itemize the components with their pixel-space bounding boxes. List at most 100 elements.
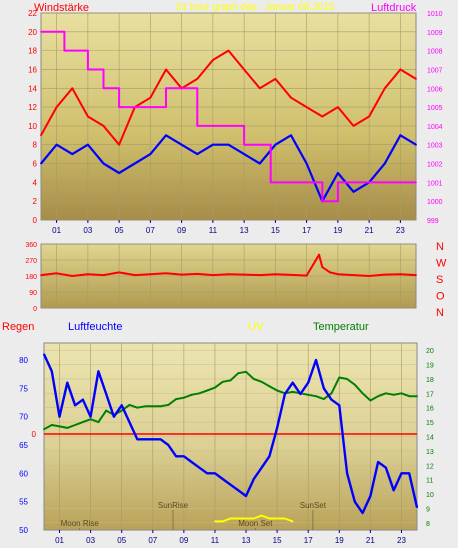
wind-direction-line-point xyxy=(329,271,331,274)
pressure-line-point xyxy=(321,200,324,203)
temperature-y-tick: 11 xyxy=(426,478,433,485)
wind-y-tick: 2 xyxy=(33,197,38,206)
humidity-line-point xyxy=(268,455,271,458)
humidity-line-point xyxy=(330,398,333,401)
temperature-line-point xyxy=(385,392,387,395)
wind-speed-line-point xyxy=(149,96,152,99)
temperature-y-tick: 15 xyxy=(426,420,434,427)
climate-x-tick: 19 xyxy=(335,536,344,543)
wind-y-tick: 20 xyxy=(28,28,37,37)
wind-average-line-point xyxy=(149,153,152,156)
climate-x-ticks: 01 03 05 07 09 11 13 15 17 19 21 23 xyxy=(55,530,406,545)
humidity-line-point xyxy=(385,466,387,469)
wind-speed-line-point xyxy=(258,87,261,90)
chart-title: 24 hour graph day : Januar 08.2015 xyxy=(175,2,334,13)
wind-x-tick: 21 xyxy=(365,226,374,235)
wind-x-tick: 17 xyxy=(302,226,311,235)
wind-speed-line-point xyxy=(102,125,105,127)
humidity-line-point xyxy=(214,472,216,475)
wind-average-line-point xyxy=(305,162,308,165)
wind-average-line-point xyxy=(71,153,74,156)
humidity-line-point xyxy=(159,438,162,441)
temperature-line-point xyxy=(175,398,178,400)
temperature-line-point xyxy=(167,404,170,406)
humidity-y-tick: 65 xyxy=(19,441,28,450)
wind-x-tick: 07 xyxy=(146,226,155,235)
humidity-line-point xyxy=(97,370,100,373)
humidity-line-point xyxy=(66,381,69,384)
climate-x-tick: 07 xyxy=(148,536,157,543)
wind-speed-line-point xyxy=(196,78,199,80)
humidity-line-point xyxy=(221,478,224,480)
humidity-line-point xyxy=(89,415,92,418)
wind-direction-line-point xyxy=(196,273,199,275)
wind-average-line-point xyxy=(133,162,136,165)
direction-y-tick: 0 xyxy=(33,306,37,313)
wind-x-tick: 19 xyxy=(333,226,342,235)
temperature-line-point xyxy=(338,376,341,379)
wind-speed-line-point xyxy=(352,125,355,127)
wind-direction-line-point xyxy=(149,273,152,276)
wind-speed-line-point xyxy=(415,78,417,80)
wind-direction-line-point xyxy=(118,271,120,274)
humidity-line-point xyxy=(175,455,178,458)
humidity-line-point xyxy=(144,438,146,441)
humidity-line-point xyxy=(307,381,310,384)
uv-line-point xyxy=(221,520,224,523)
wind-x-ticks: 01 03 05 07 09 11 13 15 17 19 21 23 xyxy=(52,220,405,235)
pressure-y-tick: 999 xyxy=(427,218,439,225)
temperature-y-tick: 20 xyxy=(426,348,434,355)
humidity-line-point xyxy=(43,353,45,356)
uv-line-point xyxy=(268,517,271,520)
temperature-line-point xyxy=(260,380,263,383)
humidity-line-point xyxy=(120,404,123,407)
wind-direction-line-point xyxy=(368,275,370,277)
humidity-line-point xyxy=(315,359,317,361)
wind-y-tick: 16 xyxy=(28,65,37,74)
humidity-line-point xyxy=(392,489,395,492)
wind-speed-line-point xyxy=(87,115,89,118)
temperature-line-point xyxy=(229,379,232,382)
temperature-line-point xyxy=(214,386,216,389)
humidity-line-point xyxy=(198,466,201,469)
humidity-line-point xyxy=(151,438,154,441)
temperature-line-point xyxy=(307,393,310,396)
temperature-y-tick: 17 xyxy=(426,391,434,398)
wind-speed-line-point xyxy=(305,106,308,108)
temperature-line-point xyxy=(291,391,294,393)
wind-x-tick: 01 xyxy=(52,226,61,235)
humidity-line-point xyxy=(299,393,302,395)
wind-x-tick: 09 xyxy=(177,226,186,235)
wind-average-line-point xyxy=(258,162,261,165)
uv-axis-label: UV xyxy=(248,321,264,333)
temperature-line-point xyxy=(151,405,154,408)
wind-y-tick: 22 xyxy=(28,9,37,18)
humidity-line-point xyxy=(408,472,411,475)
wind-direction-line-point xyxy=(383,273,386,276)
pressure-line-point xyxy=(274,181,277,184)
humidity-line-point xyxy=(229,483,232,486)
temperature-line-point xyxy=(82,421,84,423)
wind-speed-line-point xyxy=(337,106,339,108)
climate-series xyxy=(42,353,419,523)
pressure-line-point xyxy=(269,143,272,146)
temperature-line-point xyxy=(353,383,356,386)
climate-x-tick: 11 xyxy=(211,536,220,543)
wind-direction-line-point xyxy=(227,273,230,276)
wind-x-tick: 23 xyxy=(396,226,405,235)
temperature-line-point xyxy=(89,418,92,421)
uv-line-point xyxy=(284,517,286,520)
wind-average-line-point xyxy=(196,153,199,156)
temperature-line-point xyxy=(43,428,45,431)
temperature-line-point xyxy=(74,424,76,426)
uv-line-point xyxy=(260,514,263,517)
climate-x-tick: 21 xyxy=(366,536,375,543)
humidity-line-point xyxy=(128,421,131,424)
wind-y-tick: 18 xyxy=(28,47,37,56)
climate-x-tick: 03 xyxy=(86,536,95,543)
wind-average-line-point xyxy=(40,162,42,165)
climate-x-tick: 09 xyxy=(179,536,188,543)
wind-direction-line-point xyxy=(305,274,308,277)
